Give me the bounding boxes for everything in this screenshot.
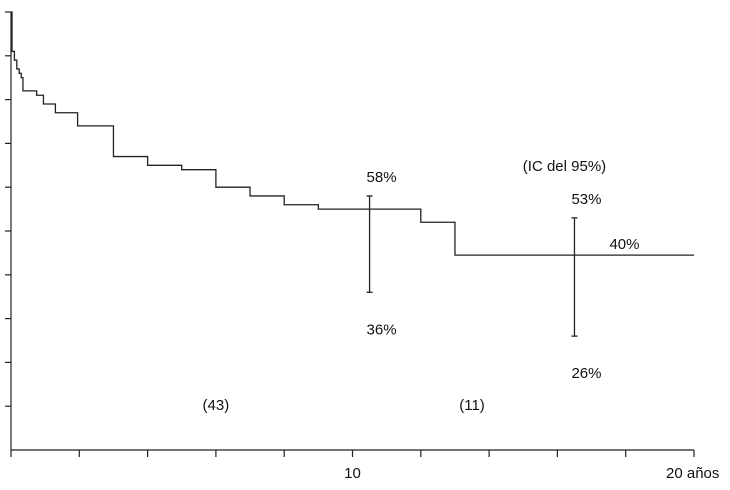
axes: 10 20 años bbox=[5, 11, 719, 482]
n-at-risk-label: (43) bbox=[203, 397, 230, 414]
confidence-intervals: 58% 36% 53% 26% 40% bbox=[367, 169, 640, 382]
ci-low-label: 36% bbox=[367, 321, 397, 338]
labels: (IC del 95%) (43) (11) bbox=[203, 158, 607, 414]
n-at-risk-label: (11) bbox=[459, 397, 485, 414]
ci-note: (IC del 95%) bbox=[523, 158, 606, 175]
ci-high-label: 58% bbox=[367, 169, 397, 186]
x-tick-label: 20 años bbox=[666, 465, 719, 482]
ci-estimate-label: 40% bbox=[609, 236, 639, 253]
ci-low-label: 26% bbox=[571, 365, 601, 382]
x-tick-label: 10 bbox=[344, 465, 361, 482]
survival-step-line bbox=[11, 11, 694, 256]
survival-curve-group bbox=[11, 11, 694, 256]
ci-high-label: 53% bbox=[571, 191, 601, 208]
